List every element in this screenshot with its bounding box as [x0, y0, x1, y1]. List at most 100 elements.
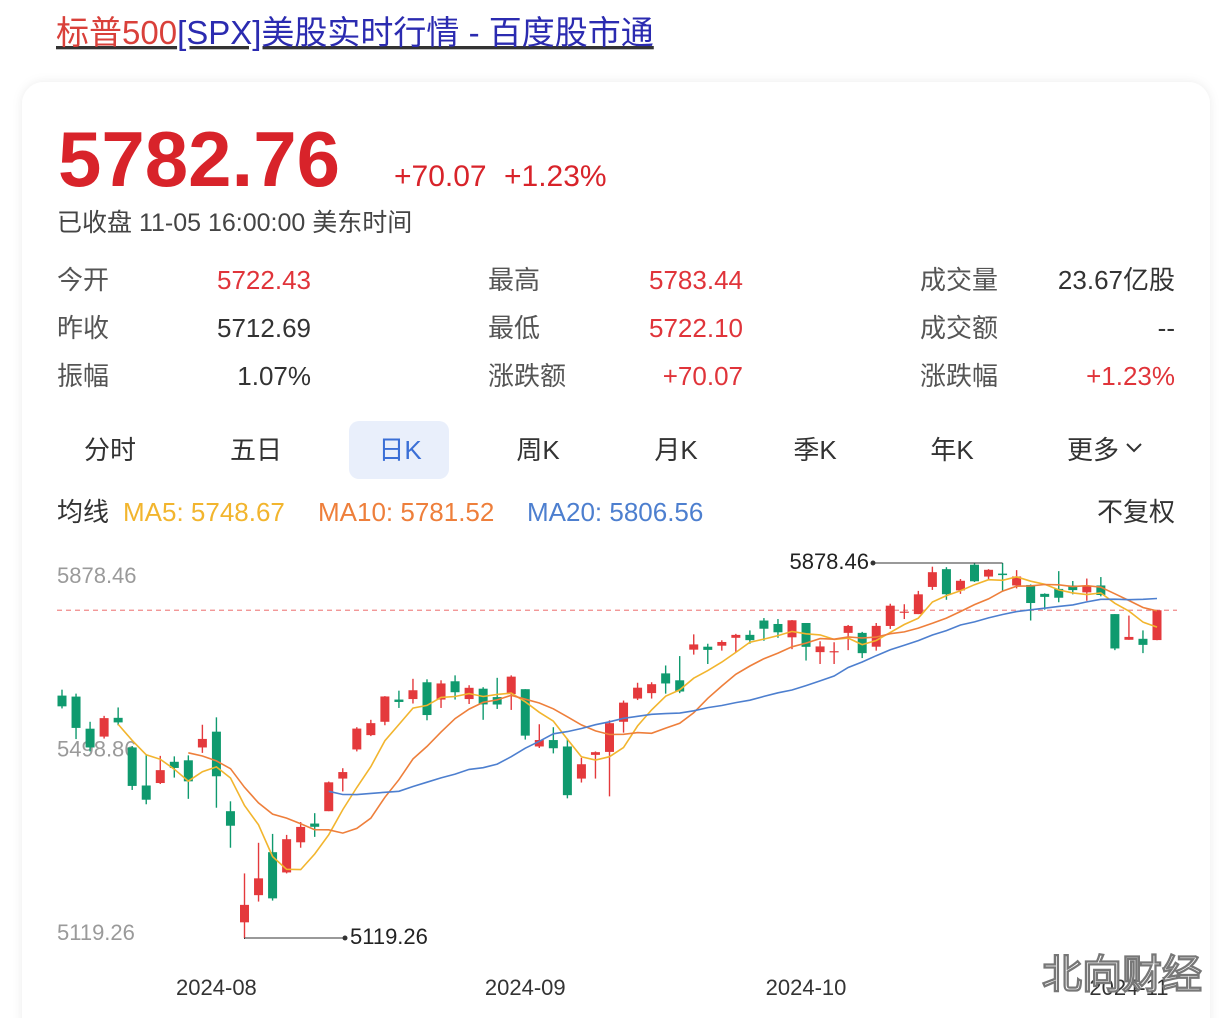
candle-body — [268, 852, 278, 899]
candle-body — [492, 697, 502, 705]
tab[interactable]: 月K — [654, 435, 698, 465]
x-tick-label: 2024-08 — [176, 975, 257, 1000]
candle-body — [1138, 638, 1148, 645]
candle-body — [731, 634, 741, 638]
candle-body — [338, 772, 348, 779]
candle-body — [408, 690, 418, 700]
page-title[interactable]: 标普500[SPX]美股实时行情 - 百度股市通 — [56, 14, 654, 51]
stat-value: -- — [1158, 313, 1175, 343]
stat-value: 23.67亿股 — [1058, 265, 1175, 295]
title-highlight[interactable]: 标普500 — [56, 14, 177, 51]
tab[interactable]: 年K — [930, 435, 974, 465]
y-tick-label: 5498.86 — [57, 736, 137, 761]
stat-value: 1.07% — [237, 361, 311, 391]
candle-body — [225, 811, 235, 826]
watermark: 北向财经 — [1042, 953, 1202, 997]
legend-entry: MA20: 5806.56 — [527, 497, 703, 527]
candle-body — [1152, 610, 1162, 641]
stat-label: 昨收 — [57, 313, 109, 343]
candle-body — [605, 723, 614, 752]
candle-body — [366, 723, 376, 736]
candle-body — [576, 764, 586, 779]
candle-body — [548, 740, 558, 749]
x-tick-label: 2024-09 — [485, 975, 566, 1000]
candle-body — [296, 826, 306, 843]
tab[interactable]: 季K — [793, 435, 837, 465]
candle-body — [590, 752, 600, 755]
candle-body — [113, 717, 123, 723]
title-rest[interactable]: [SPX]美股实时行情 - 百度股市通 — [177, 14, 654, 51]
stat-label: 涨跌幅 — [920, 361, 998, 391]
candle-body — [127, 747, 137, 786]
candle-body — [254, 878, 264, 896]
adjust[interactable]: 不复权 — [1097, 497, 1175, 527]
candle-body — [520, 689, 530, 736]
candle-body — [422, 682, 432, 716]
candle-body — [562, 746, 572, 796]
price: 5782.76 — [58, 115, 340, 203]
candle-body — [619, 702, 629, 722]
candle-body — [661, 673, 671, 684]
candle-body — [1124, 636, 1134, 640]
chevron[interactable] — [1126, 443, 1142, 453]
tab[interactable]: 日K — [378, 435, 422, 465]
stat-value: 5712.69 — [217, 313, 311, 343]
candle-body — [1110, 614, 1120, 649]
candle-body — [1096, 585, 1106, 596]
stat-label: 成交额 — [920, 313, 998, 343]
chart: MA5: 5748.67 MA10: 5781.52 MA20: 5806.56 51… — [57, 497, 1177, 1000]
tab[interactable]: 分时 — [84, 435, 136, 465]
candle-body — [282, 839, 292, 873]
stat-label: 最低 — [488, 313, 540, 343]
candle-body — [141, 785, 151, 800]
tab[interactable]: 更多 — [1067, 435, 1119, 465]
candle-body — [913, 594, 923, 615]
candle-body — [759, 620, 769, 629]
candle-body — [815, 646, 825, 653]
candle-body — [1026, 584, 1036, 604]
change: +70.07 — [394, 160, 487, 193]
candle-body — [1040, 593, 1050, 597]
legend-entry: MA5: 5748.67 — [123, 497, 285, 527]
candle-body — [183, 760, 193, 782]
candle-body — [927, 572, 937, 587]
ma-line — [117, 575, 1158, 871]
stat-value: +1.23% — [1086, 361, 1175, 391]
candle-body — [970, 564, 979, 582]
candle-body — [436, 683, 446, 700]
candle-body — [703, 646, 713, 650]
candle-body — [633, 687, 643, 699]
candle-body — [857, 632, 867, 654]
tab[interactable]: 五日 — [230, 435, 282, 465]
candle-body — [352, 728, 362, 750]
candle-body — [843, 625, 853, 633]
max-label: 5878.46 — [789, 549, 869, 574]
candle-body — [506, 676, 516, 695]
candle-body — [787, 620, 797, 638]
stat-label: 涨跌额 — [488, 361, 566, 391]
candle-body — [99, 718, 109, 737]
candle-body — [450, 681, 460, 693]
candle-body — [1054, 588, 1064, 598]
candle-body — [689, 644, 699, 650]
candle-body — [885, 605, 895, 626]
stat-label: 振幅 — [57, 361, 109, 391]
card — [22, 82, 1210, 1018]
tabs: 分时 五日 日K 周K 月K 季K 年K 更多 — [84, 421, 1119, 479]
candle-body — [745, 634, 755, 641]
status: 已收盘 11-05 16:00:00 美东时间 — [57, 209, 412, 237]
candle-body — [71, 696, 81, 728]
candle-body — [324, 782, 334, 812]
stat-label: 今开 — [57, 265, 109, 295]
candle-body — [240, 904, 249, 923]
candle-body — [941, 569, 951, 595]
candle-body — [534, 740, 544, 747]
ma-title: 均线 — [57, 497, 109, 527]
tab[interactable]: 周K — [516, 435, 560, 465]
y-tick-label: 5119.26 — [57, 920, 135, 945]
candle-body — [394, 699, 404, 702]
stat-value: 5722.43 — [217, 265, 311, 295]
candle-body — [801, 622, 811, 647]
candle-body — [85, 728, 95, 748]
